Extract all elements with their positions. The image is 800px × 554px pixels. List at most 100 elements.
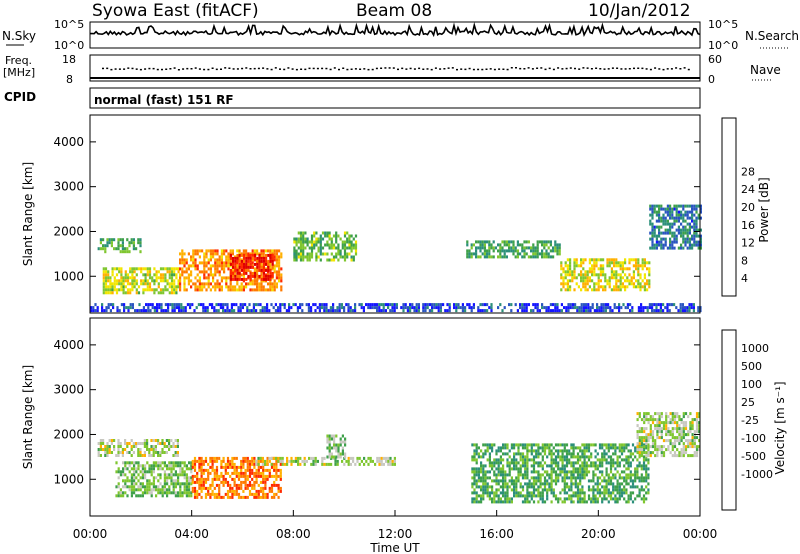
heatmap-cell [682, 430, 685, 434]
nsky-tick-bottom: 10^0 [54, 39, 84, 52]
nave-series-dot [679, 68, 682, 70]
heatmap-cell [684, 306, 687, 310]
heatmap-cell [475, 479, 478, 483]
heatmap-cell [571, 270, 574, 274]
heatmap-cell [508, 449, 511, 453]
heatmap-cell [601, 491, 604, 495]
heatmap-cell [669, 222, 672, 226]
heatmap-cell [120, 270, 123, 274]
heatmap-cell [515, 491, 518, 495]
heatmap-cell [658, 418, 661, 422]
heatmap-cell [578, 309, 581, 313]
heatmap-cell [102, 288, 105, 292]
heatmap-cell [619, 279, 622, 283]
heatmap-cell [642, 464, 646, 468]
heatmap-cell [126, 276, 130, 280]
heatmap-cell [618, 446, 621, 450]
heatmap-cell [159, 451, 162, 454]
heatmap-cell [234, 262, 237, 266]
heatmap-cell [510, 303, 513, 307]
heatmap-cell [582, 309, 585, 313]
heatmap-cell [682, 216, 685, 220]
heatmap-cell [595, 264, 598, 268]
heatmap-cell [610, 261, 613, 265]
heatmap-cell [627, 461, 630, 465]
heatmap-cell [155, 461, 158, 465]
heatmap-cell [610, 273, 613, 277]
heatmap-cell [254, 271, 257, 275]
heatmap-cell [111, 282, 114, 286]
heatmap-cell [255, 477, 258, 481]
heatmap-cell [645, 454, 648, 458]
heatmap-cell [310, 243, 314, 247]
heatmap-cell [332, 234, 336, 238]
heatmap-cell [142, 282, 145, 286]
heatmap-cell [475, 461, 478, 465]
heatmap-cell [699, 246, 702, 250]
heatmap-cell [290, 462, 293, 466]
heatmap-cell [554, 243, 557, 247]
heatmap-cell [621, 264, 624, 268]
heatmap-cell [554, 455, 558, 459]
heatmap-cell [488, 470, 491, 474]
heatmap-cell [328, 452, 331, 456]
heatmap-cell [524, 458, 527, 462]
heatmap-cell [319, 234, 322, 238]
heatmap-cell [385, 459, 388, 463]
heatmap-cell [623, 488, 626, 492]
heatmap-cell [532, 464, 536, 468]
heatmap-cell [671, 418, 674, 422]
heatmap-cell [688, 210, 691, 214]
heatmap-cell [232, 274, 235, 278]
heatmap-cell [477, 479, 480, 483]
heatmap-cell [220, 249, 223, 253]
heatmap-cell [113, 238, 116, 242]
heatmap-cell [641, 264, 644, 268]
heatmap-cell [626, 303, 629, 307]
heatmap-cell [453, 303, 456, 307]
heatmap-cell [402, 306, 405, 310]
heatmap-cell [602, 285, 605, 289]
heatmap-cell [501, 246, 504, 250]
heatmap-cell [335, 252, 338, 256]
heatmap-cell [179, 252, 182, 256]
heatmap-cell [273, 492, 276, 496]
heatmap-cell [526, 452, 529, 456]
heatmap-cell [191, 459, 194, 463]
heatmap-cell [343, 462, 346, 466]
heatmap-cell [193, 474, 197, 478]
heatmap-cell [660, 448, 663, 452]
heatmap-cell [592, 497, 595, 501]
heatmap-cell [664, 222, 667, 226]
heatmap-cell [173, 273, 176, 277]
heatmap-cell [497, 467, 500, 471]
heatmap-cell [233, 489, 236, 493]
heatmap-cell [387, 456, 390, 460]
heatmap-cell [243, 271, 246, 275]
heatmap-cell [689, 412, 692, 416]
heatmap-cell [625, 482, 628, 486]
heatmap-cell [123, 306, 126, 310]
heatmap-cell [675, 240, 678, 244]
heatmap-cell [262, 265, 265, 269]
heatmap-cell [572, 491, 575, 495]
heatmap-cell [479, 246, 482, 250]
heatmap-cell [579, 491, 582, 495]
heatmap-cell [491, 467, 494, 471]
heatmap-cell [188, 485, 191, 489]
heatmap-cell [251, 456, 254, 460]
heatmap-cell [188, 467, 191, 471]
heatmap-cell [179, 485, 182, 489]
heatmap-cell [113, 267, 116, 271]
heatmap-cell [541, 446, 544, 450]
heatmap-cell [455, 303, 458, 307]
heatmap-cell [404, 303, 407, 307]
heatmap-cell [693, 228, 696, 232]
heatmap-cell [671, 216, 674, 220]
heatmap-cell [233, 477, 236, 481]
heatmap-cell [265, 277, 268, 281]
heatmap-cell [625, 473, 628, 477]
heatmap-cell [664, 306, 667, 310]
heatmap-cell [255, 495, 258, 499]
heatmap-cell [166, 270, 169, 274]
